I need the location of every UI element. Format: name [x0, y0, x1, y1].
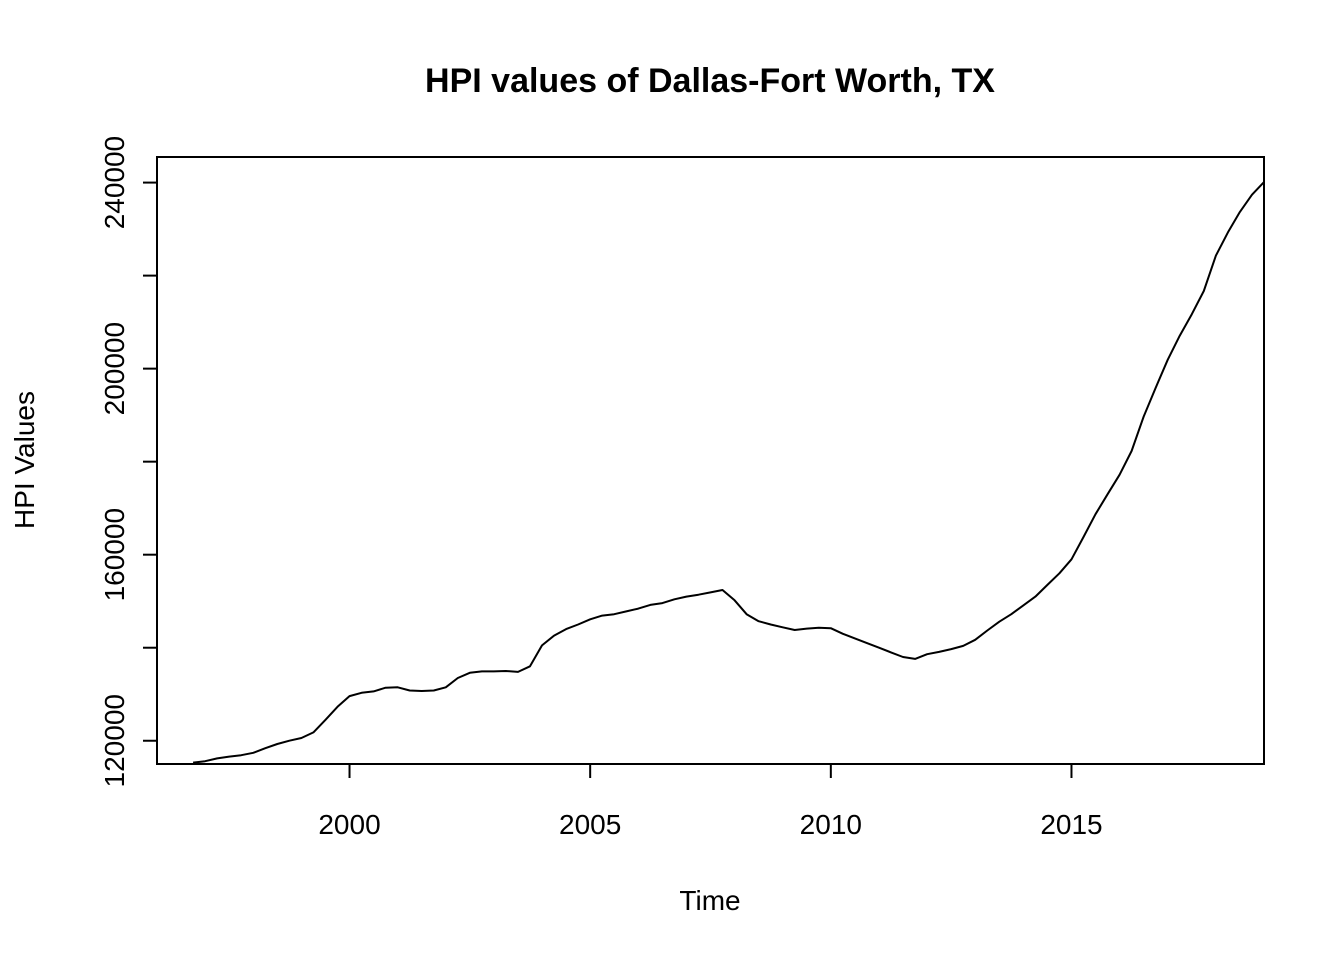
y-tick-label: 160000	[99, 508, 130, 601]
x-tick-label: 2005	[559, 809, 621, 840]
x-tick-label: 2015	[1040, 809, 1102, 840]
series-line	[192, 181, 1265, 764]
x-axis-label: Time	[679, 885, 740, 916]
x-tick-label: 2010	[800, 809, 862, 840]
y-axis: 120000 160000 200000 240000	[99, 136, 158, 787]
y-tick-label: 240000	[99, 136, 130, 229]
chart-title: HPI values of Dallas-Fort Worth, TX	[425, 62, 995, 100]
x-tick-label: 2000	[318, 809, 380, 840]
series-layer	[192, 181, 1265, 764]
y-axis-label: HPI Values	[9, 391, 40, 529]
y-tick-label: 120000	[99, 694, 130, 787]
plot-frame	[156, 156, 1265, 765]
y-tick-label: 200000	[99, 322, 130, 415]
x-axis: 2000 2005 2010 2015	[318, 763, 1103, 840]
